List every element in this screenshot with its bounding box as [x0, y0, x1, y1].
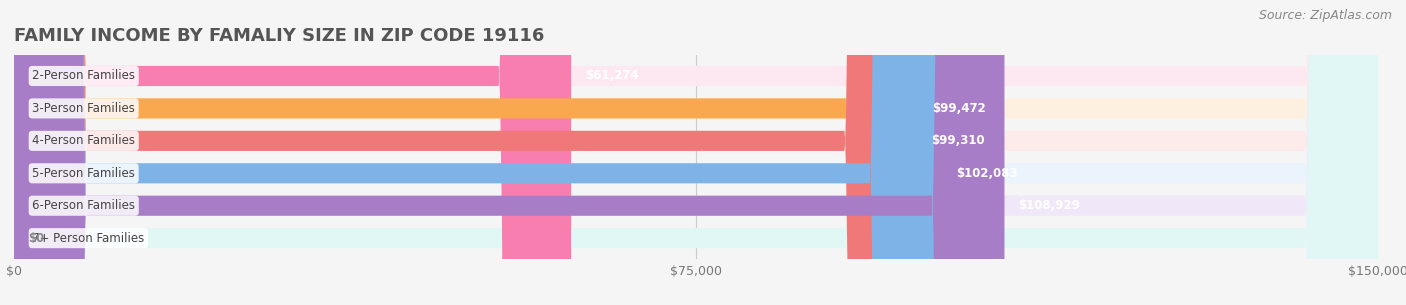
- FancyBboxPatch shape: [14, 0, 1378, 305]
- Text: 6-Person Families: 6-Person Families: [32, 199, 135, 212]
- Text: $108,929: $108,929: [1018, 199, 1080, 212]
- FancyBboxPatch shape: [14, 0, 1378, 305]
- Text: $99,310: $99,310: [931, 135, 984, 147]
- FancyBboxPatch shape: [14, 0, 1378, 305]
- FancyBboxPatch shape: [14, 0, 917, 305]
- Text: 2-Person Families: 2-Person Families: [32, 70, 135, 82]
- Text: $0: $0: [28, 232, 44, 245]
- FancyBboxPatch shape: [14, 0, 942, 305]
- FancyBboxPatch shape: [14, 0, 1378, 305]
- Text: Source: ZipAtlas.com: Source: ZipAtlas.com: [1258, 9, 1392, 22]
- FancyBboxPatch shape: [14, 0, 918, 305]
- FancyBboxPatch shape: [14, 0, 1378, 305]
- FancyBboxPatch shape: [14, 0, 1378, 305]
- Text: 3-Person Families: 3-Person Families: [32, 102, 135, 115]
- Text: $99,472: $99,472: [932, 102, 986, 115]
- FancyBboxPatch shape: [14, 0, 571, 305]
- Text: 7+ Person Families: 7+ Person Families: [32, 232, 145, 245]
- Text: 4-Person Families: 4-Person Families: [32, 135, 135, 147]
- FancyBboxPatch shape: [14, 0, 1004, 305]
- Text: $102,083: $102,083: [956, 167, 1018, 180]
- Text: $61,274: $61,274: [585, 70, 638, 82]
- Text: FAMILY INCOME BY FAMALIY SIZE IN ZIP CODE 19116: FAMILY INCOME BY FAMALIY SIZE IN ZIP COD…: [14, 27, 544, 45]
- Text: 5-Person Families: 5-Person Families: [32, 167, 135, 180]
